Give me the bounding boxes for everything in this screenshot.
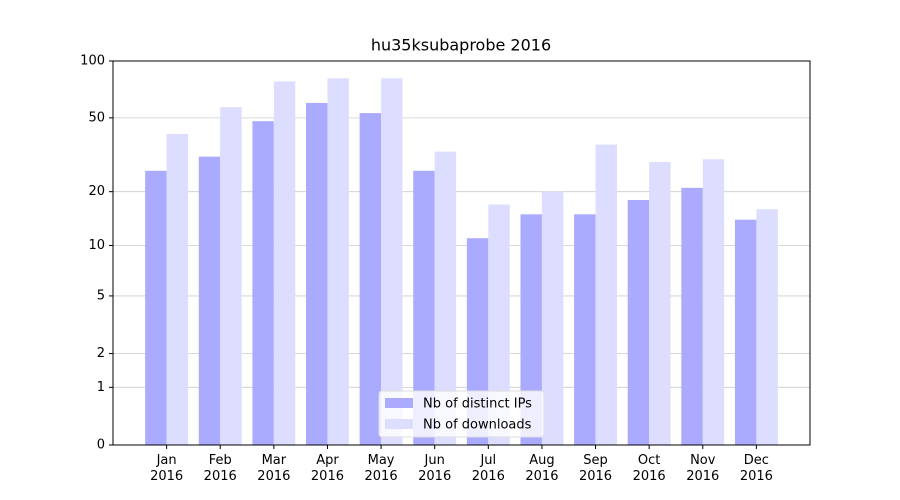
legend-label: Nb of downloads bbox=[423, 418, 532, 433]
bar bbox=[273, 81, 296, 445]
bar bbox=[541, 191, 564, 445]
bar bbox=[220, 107, 242, 446]
y-tick-label: 100 bbox=[80, 54, 105, 69]
bar bbox=[381, 78, 403, 446]
x-tick-label: Oct 2016 bbox=[632, 453, 666, 484]
x-tick-label: Nov 2016 bbox=[686, 453, 720, 484]
axes-frame bbox=[112, 60, 811, 446]
bar bbox=[595, 144, 617, 445]
legend-swatch bbox=[385, 419, 413, 429]
bar bbox=[166, 134, 189, 445]
x-tick-label: Aug 2016 bbox=[525, 453, 559, 484]
bar bbox=[306, 102, 328, 445]
bar bbox=[734, 219, 757, 445]
bar bbox=[702, 159, 725, 445]
x-tick-label: Jun 2016 bbox=[418, 453, 452, 484]
y-tick-label: 2 bbox=[97, 346, 105, 361]
x-tick-label: Jan 2016 bbox=[150, 453, 184, 484]
legend-label: Nb of distinct IPs bbox=[423, 397, 532, 412]
legend-swatch bbox=[385, 398, 413, 408]
legend-box bbox=[378, 390, 545, 438]
bar bbox=[574, 214, 596, 445]
x-tick-label: Sep 2016 bbox=[578, 453, 613, 484]
y-tick-label: 5 bbox=[97, 288, 105, 303]
x-tick-label: Mar 2016 bbox=[257, 453, 291, 484]
bar bbox=[627, 200, 650, 445]
bar bbox=[649, 162, 671, 445]
bar bbox=[520, 214, 542, 445]
bar bbox=[327, 78, 349, 446]
y-tick-label: 20 bbox=[88, 184, 105, 199]
x-tick-label: Jul 2016 bbox=[471, 453, 505, 484]
bar bbox=[488, 204, 510, 445]
bar bbox=[145, 170, 167, 445]
bar bbox=[681, 187, 703, 445]
y-tick-label: 10 bbox=[88, 238, 105, 253]
y-tick-label: 1 bbox=[97, 380, 105, 395]
x-tick-label: Dec 2016 bbox=[739, 453, 773, 484]
x-tick-label: Apr 2016 bbox=[310, 453, 344, 484]
y-tick-label: 0 bbox=[97, 438, 105, 453]
bar bbox=[434, 151, 457, 445]
x-tick-label: Feb 2016 bbox=[203, 453, 237, 484]
bar bbox=[756, 209, 778, 445]
bar bbox=[198, 156, 221, 445]
chart-title: hu35ksubaprobe 2016 bbox=[371, 36, 551, 55]
x-tick-label: May 2016 bbox=[364, 453, 398, 484]
bar bbox=[413, 170, 435, 445]
y-tick-label: 50 bbox=[88, 110, 105, 125]
bar bbox=[359, 113, 382, 445]
bar bbox=[252, 121, 274, 446]
